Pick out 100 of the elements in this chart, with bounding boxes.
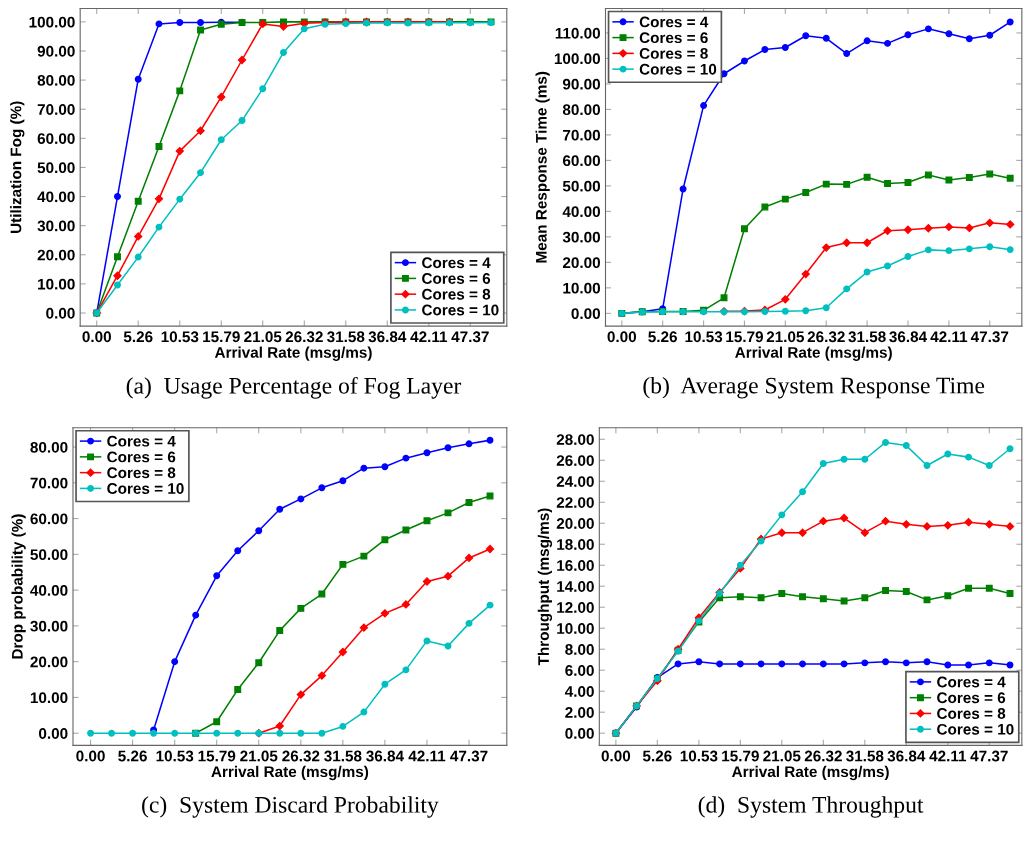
- legend-label: Cores = 8: [107, 467, 176, 479]
- y-tick-label: 0.00: [565, 728, 594, 739]
- x-tick-label: 5.26: [118, 750, 147, 762]
- x-tick-label: 36.84: [889, 331, 927, 343]
- y-tick-label: 70.00: [30, 477, 68, 489]
- y-tick-label: 50.00: [562, 180, 601, 192]
- x-tick-label: 5.26: [648, 331, 677, 343]
- x-tick-label: 42.11: [410, 331, 448, 343]
- y-axis-title: Drop probability (%): [11, 514, 26, 659]
- x-tick-label: 31.58: [848, 331, 886, 343]
- y-tick-label: 20.00: [556, 518, 594, 529]
- y-tick-label: 50.00: [37, 162, 75, 174]
- y-tick-label: 10.00: [563, 282, 601, 294]
- y-tick-label: 24.00: [556, 476, 594, 487]
- x-tick-label: 42.11: [408, 750, 446, 762]
- x-tick-label: 21.05: [240, 750, 278, 762]
- x-tick-label: 21.05: [766, 331, 804, 343]
- x-axis-title: Arrival Rate (msg/ms): [211, 765, 369, 781]
- x-tick-label: 21.05: [763, 750, 801, 762]
- y-tick-label: 10.00: [38, 278, 75, 290]
- x-tick-label: 47.37: [970, 750, 1008, 762]
- x-tick-label: 0.00: [76, 750, 105, 762]
- y-tick-label: 8.00: [565, 644, 594, 655]
- y-tick-label: 0.00: [46, 307, 75, 319]
- x-tick-label: 26.32: [282, 750, 320, 762]
- legend-label: Cores = 6: [422, 273, 491, 284]
- x-tick-label: 26.32: [807, 331, 845, 343]
- legend-label: Cores = 6: [937, 692, 1006, 704]
- legend-label: Cores = 4: [107, 435, 176, 447]
- x-tick-label: 36.84: [368, 331, 407, 343]
- x-tick-label: 0.00: [607, 331, 637, 343]
- y-tick-label: 30.00: [562, 231, 601, 243]
- y-tick-label: 60.00: [30, 513, 68, 525]
- legend-label: Cores = 10: [937, 723, 1014, 735]
- x-tick-label: 5.26: [123, 331, 153, 343]
- y-tick-label: 10.00: [557, 623, 594, 634]
- legend-label: Cores = 6: [639, 32, 708, 44]
- y-tick-label: 90.00: [37, 45, 75, 57]
- y-tick-label: 2.00: [565, 707, 594, 718]
- x-tick-label: 26.32: [804, 750, 842, 762]
- y-tick-label: 110.00: [555, 27, 601, 39]
- y-tick-label: 70.00: [563, 129, 601, 141]
- y-tick-label: 14.00: [557, 581, 594, 592]
- text: (a) Usage Percentage of Fog Layer: [126, 376, 462, 399]
- y-tick-label: 0.00: [571, 308, 601, 320]
- y-tick-label: 20.00: [37, 249, 75, 261]
- x-tick-label: 31.58: [846, 750, 884, 762]
- y-tick-label: 60.00: [562, 155, 601, 167]
- x-tick-label: 15.79: [203, 331, 240, 343]
- y-tick-label: 50.00: [30, 549, 68, 561]
- legend-label: Cores = 4: [422, 257, 491, 269]
- y-tick-label: 30.00: [37, 220, 75, 232]
- y-tick-label: 40.00: [562, 206, 601, 218]
- x-tick-label: 21.05: [244, 331, 282, 343]
- y-tick-label: 20.00: [562, 257, 601, 269]
- x-tick-label: 26.32: [285, 331, 323, 343]
- x-tick-label: 15.79: [198, 750, 236, 762]
- legend-label: Cores = 10: [422, 304, 499, 316]
- text: (b) Average System Response Time: [643, 376, 985, 399]
- y-tick-label: 4.00: [564, 686, 594, 697]
- x-tick-label: 0.00: [601, 750, 631, 762]
- y-tick-label: 12.00: [557, 602, 594, 613]
- y-tick-label: 100.00: [554, 53, 601, 65]
- legend-label: Cores = 8: [937, 708, 1006, 719]
- y-tick-label: 40.00: [30, 584, 68, 596]
- y-tick-label: 80.00: [562, 104, 601, 116]
- legend-label: Cores = 4: [639, 16, 709, 28]
- x-tick-label: 42.11: [929, 750, 967, 762]
- y-tick-label: 6.00: [565, 665, 594, 676]
- y-axis-title: Utilization Fog (%): [10, 101, 25, 233]
- legend-label: Cores = 6: [107, 451, 176, 463]
- x-axis-title: Arrival Rate (msg/ms): [732, 765, 889, 781]
- x-tick-label: 15.79: [722, 750, 759, 762]
- x-tick-label: 36.84: [887, 750, 926, 762]
- legend-label: Cores = 8: [639, 48, 708, 59]
- y-tick-label: 18.00: [557, 539, 594, 550]
- legend-label: Cores = 4: [937, 676, 1006, 688]
- x-tick-label: 5.26: [642, 750, 672, 762]
- text: (d) System Throughput: [698, 796, 924, 818]
- x-tick-label: 10.53: [156, 750, 194, 762]
- y-tick-label: 70.00: [37, 104, 75, 115]
- y-tick-label: 80.00: [37, 74, 75, 86]
- y-tick-label: 100.00: [29, 16, 75, 28]
- y-tick-label: 60.00: [37, 133, 75, 144]
- y-tick-label: 16.00: [557, 560, 594, 571]
- legend-label: Cores = 10: [107, 483, 184, 494]
- legend-label: Cores = 10: [639, 63, 717, 75]
- y-tick-label: 80.00: [30, 441, 68, 453]
- y-tick-label: 30.00: [30, 620, 68, 632]
- y-tick-label: 0.00: [39, 728, 68, 739]
- x-tick-label: 42.11: [930, 331, 968, 343]
- x-tick-label: 47.37: [451, 331, 489, 343]
- y-tick-label: 10.00: [30, 692, 68, 704]
- x-tick-label: 47.37: [450, 750, 488, 762]
- x-tick-label: 31.58: [327, 331, 365, 343]
- y-tick-label: 90.00: [562, 78, 601, 90]
- x-tick-label: 0.00: [82, 331, 111, 343]
- x-tick-label: 31.58: [324, 750, 362, 762]
- y-tick-label: 26.00: [556, 455, 594, 466]
- x-axis-title: Arrival Rate (msg/ms): [735, 346, 892, 361]
